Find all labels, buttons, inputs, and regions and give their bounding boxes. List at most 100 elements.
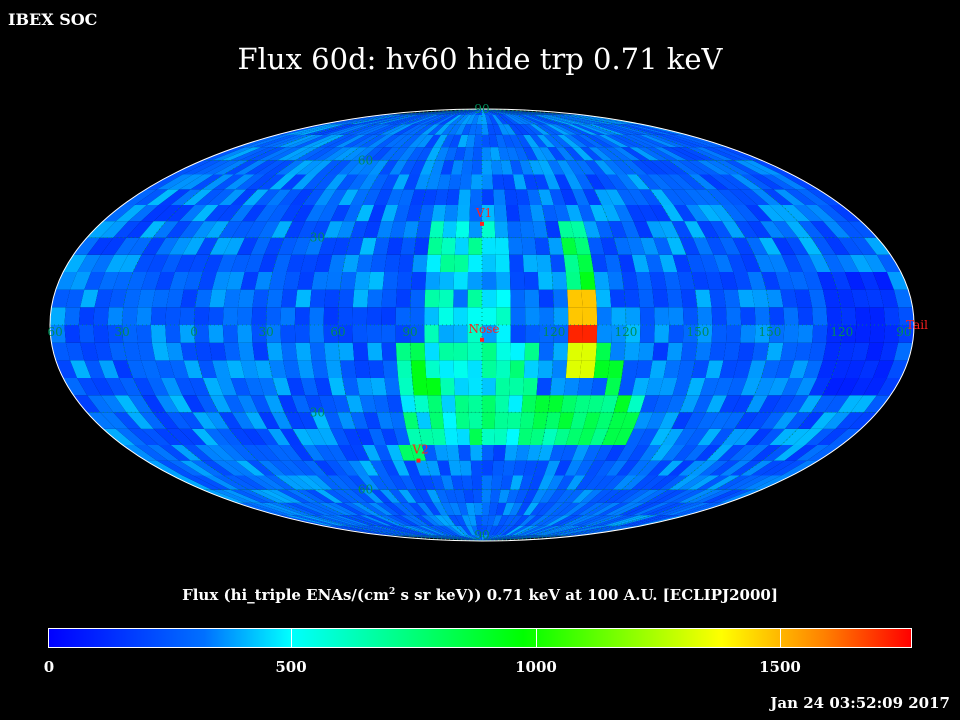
flux-cell <box>403 174 420 190</box>
flux-cell <box>694 489 734 503</box>
flux-cell <box>145 460 183 476</box>
flux-cell <box>604 489 632 503</box>
flux-cell <box>242 445 269 461</box>
flux-cell <box>172 160 212 175</box>
flux-cell <box>560 189 578 205</box>
flux-cell <box>339 115 395 125</box>
flux-cell <box>646 134 687 148</box>
flux-cell <box>745 395 768 413</box>
flux-cell <box>645 489 678 503</box>
flux-cell <box>128 428 159 445</box>
flux-cell <box>733 160 772 175</box>
flux-cell <box>291 174 317 190</box>
flux-cell <box>639 134 678 148</box>
flux-cell <box>359 502 387 516</box>
flux-cell <box>240 360 259 378</box>
flux-cell <box>848 412 878 429</box>
flux-cell <box>290 445 314 461</box>
flux-cell <box>570 134 597 148</box>
flux-cell <box>327 475 352 490</box>
flux-cell <box>569 525 625 535</box>
flux-cell <box>426 147 442 161</box>
flux-cell <box>537 160 555 175</box>
flux-cell <box>324 124 366 135</box>
flux-cell <box>595 221 614 238</box>
flux-cell <box>812 307 828 325</box>
flux-cell <box>680 134 727 148</box>
flux-cell <box>369 174 389 190</box>
marker-label: V2 <box>411 443 428 457</box>
flux-cell <box>555 147 576 161</box>
flux-cell <box>297 272 315 290</box>
flux-cell <box>485 115 493 125</box>
flux-cell <box>291 237 311 255</box>
flux-cell <box>328 115 388 125</box>
flux-cell <box>506 489 520 503</box>
flux-cell <box>141 395 166 413</box>
flux-cell <box>471 109 482 115</box>
flux-cell <box>257 174 286 190</box>
flux-cell <box>311 360 329 378</box>
flux-cell <box>286 502 325 516</box>
flux-cell <box>350 221 369 238</box>
flux-cell <box>733 360 752 378</box>
flux-cell <box>112 360 133 378</box>
flux-cell <box>762 189 794 205</box>
flux-cell <box>80 289 99 308</box>
flux-cell <box>367 502 394 516</box>
flux-cell <box>286 147 319 161</box>
flux-cell <box>836 254 859 272</box>
flux-cell <box>280 307 296 325</box>
marker-label: Tail <box>906 318 928 332</box>
flux-cell <box>618 134 654 148</box>
flux-cell <box>179 428 207 445</box>
flux-cell <box>413 525 442 535</box>
flux-cell <box>224 174 255 190</box>
flux-cell <box>355 205 375 222</box>
flux-cell <box>745 237 768 255</box>
flux-cell <box>526 189 542 205</box>
flux-cell <box>661 428 684 445</box>
flux-cell <box>555 115 604 125</box>
flux-cell <box>491 475 503 490</box>
flux-cell <box>482 109 486 115</box>
flux-cell <box>467 289 482 308</box>
flux-cell <box>471 535 482 541</box>
flux-cell <box>509 378 524 396</box>
flux-cell <box>392 174 410 190</box>
flux-cell <box>430 160 445 175</box>
flux-cell <box>325 272 343 290</box>
flux-cell <box>424 134 441 148</box>
flux-cell <box>759 412 785 429</box>
flux-cell <box>554 460 572 476</box>
flux-cell <box>434 515 451 526</box>
flux-cell <box>545 115 588 125</box>
flux-cell <box>238 289 255 308</box>
flux-cell <box>114 237 140 255</box>
flux-cell <box>482 535 493 541</box>
flux-cell <box>604 254 622 272</box>
flux-cell <box>190 460 224 476</box>
flux-cell <box>240 272 259 290</box>
flux-cell <box>455 115 469 125</box>
flux-cell <box>478 535 482 541</box>
flux-cell <box>781 254 804 272</box>
flux-cell <box>737 289 755 308</box>
flux-cell <box>498 525 514 535</box>
flux-cell <box>649 360 667 378</box>
flux-cell <box>370 378 387 396</box>
flux-cell <box>538 289 554 308</box>
flux-cell <box>522 489 538 503</box>
flux-cell <box>170 189 202 205</box>
flux-cell <box>822 221 851 238</box>
flux-cell <box>386 445 404 461</box>
flux-cell <box>389 221 407 238</box>
flux-cell <box>805 205 836 222</box>
flux-cell <box>729 174 763 190</box>
flux-cell <box>359 237 377 255</box>
flux-cell <box>381 307 396 325</box>
flux-cell <box>751 445 782 461</box>
flux-cell <box>817 360 838 378</box>
flux-cell <box>431 428 447 445</box>
flux-cell <box>683 189 710 205</box>
